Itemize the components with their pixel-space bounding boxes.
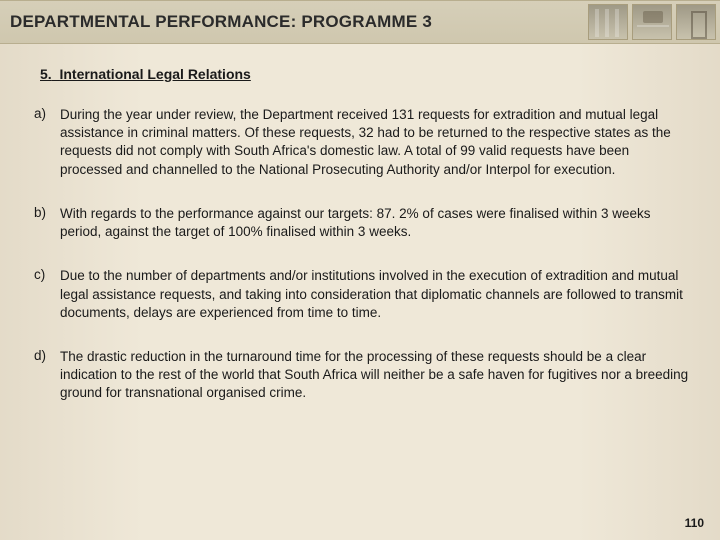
thumb-icon bbox=[676, 4, 716, 40]
slide-body: 5. International Legal Relations a) Duri… bbox=[0, 44, 720, 403]
header-thumbnails bbox=[588, 0, 720, 44]
page-number: 110 bbox=[685, 516, 704, 530]
section-heading: 5. International Legal Relations bbox=[40, 66, 690, 82]
section-title: International Legal Relations bbox=[59, 66, 250, 82]
section-number: 5. bbox=[40, 66, 52, 82]
item-marker: c) bbox=[30, 267, 60, 322]
item-marker: a) bbox=[30, 106, 60, 179]
item-marker: b) bbox=[30, 205, 60, 241]
item-text: During the year under review, the Depart… bbox=[60, 106, 690, 179]
list-item: a) During the year under review, the Dep… bbox=[30, 106, 690, 179]
slide-header: DEPARTMENTAL PERFORMANCE: PROGRAMME 3 bbox=[0, 0, 720, 44]
thumb-icon bbox=[588, 4, 628, 40]
list-item: d) The drastic reduction in the turnarou… bbox=[30, 348, 690, 403]
item-text: The drastic reduction in the turnaround … bbox=[60, 348, 690, 403]
item-text: With regards to the performance against … bbox=[60, 205, 690, 241]
item-text: Due to the number of departments and/or … bbox=[60, 267, 690, 322]
slide-title: DEPARTMENTAL PERFORMANCE: PROGRAMME 3 bbox=[10, 12, 432, 32]
title-bar: DEPARTMENTAL PERFORMANCE: PROGRAMME 3 bbox=[0, 0, 588, 44]
thumb-icon bbox=[632, 4, 672, 40]
list-item: c) Due to the number of departments and/… bbox=[30, 267, 690, 322]
item-marker: d) bbox=[30, 348, 60, 403]
list-item: b) With regards to the performance again… bbox=[30, 205, 690, 241]
